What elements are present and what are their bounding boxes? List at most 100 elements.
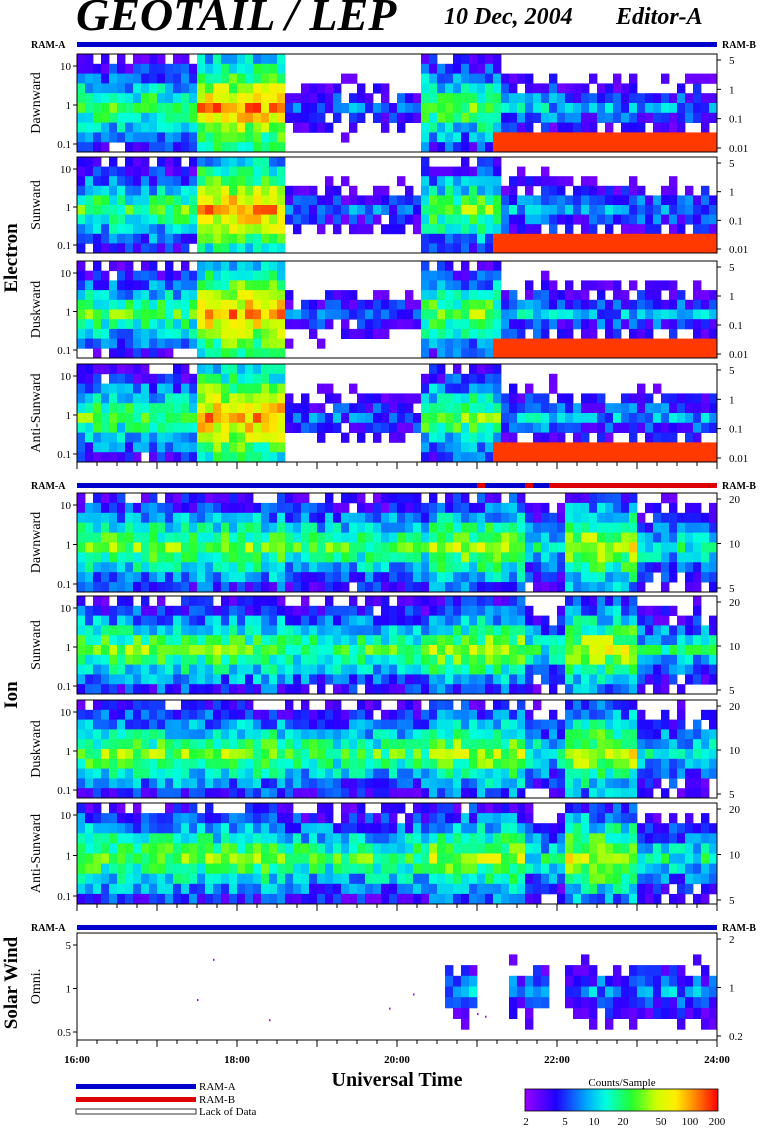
spectrogram-cell <box>221 863 230 875</box>
spectrogram-cell <box>493 373 502 384</box>
spectrogram-cell <box>469 562 478 573</box>
spectrogram-cell <box>525 290 534 301</box>
spectrogram-cell <box>637 768 646 779</box>
spectrogram-cell <box>117 729 126 740</box>
spectrogram-cell <box>525 142 534 153</box>
spectrogram-cell <box>173 532 182 543</box>
spectrogram-cell <box>605 582 614 593</box>
spectrogram-cell <box>245 348 254 359</box>
spectrogram-cell <box>237 73 246 84</box>
spectrogram-cell <box>389 112 398 123</box>
spectrogram-cell <box>533 452 542 463</box>
spectrogram-cell <box>493 502 502 514</box>
spectrogram-cell <box>405 768 414 779</box>
spectrogram-cell <box>613 73 622 84</box>
spectrogram-cell <box>277 319 286 330</box>
spectrogram-cell <box>693 582 702 593</box>
spectrogram-cell <box>221 166 230 177</box>
spectrogram-cell <box>389 768 398 779</box>
spectrogram-cell <box>261 195 270 206</box>
spectrogram-cell <box>277 280 286 291</box>
spectrogram-cell <box>213 103 222 114</box>
spectrogram-cell <box>181 654 190 665</box>
spectrogram-cell <box>693 142 702 153</box>
spectrogram-cell <box>85 532 94 543</box>
spectrogram-cell <box>221 270 230 281</box>
spectrogram-cell <box>669 195 678 206</box>
spectrogram-cell <box>189 605 198 616</box>
spectrogram-cell <box>621 758 630 769</box>
spectrogram-cell <box>181 843 190 854</box>
spectrogram-cell <box>149 684 158 695</box>
spectrogram-cell <box>677 729 686 740</box>
spectrogram-cell <box>421 83 430 94</box>
spectrogram-cell <box>709 749 718 760</box>
spectrogram-cell <box>197 758 206 769</box>
spectrogram-cell <box>293 403 302 414</box>
spectrogram-cell <box>589 442 598 453</box>
spectrogram-cell <box>149 823 158 834</box>
spectrogram-cell <box>157 596 166 607</box>
spectrogram-cell <box>613 645 622 656</box>
spectrogram-cell <box>85 299 94 310</box>
spectrogram-cell <box>469 328 478 339</box>
spectrogram-cell <box>693 635 702 646</box>
spectrogram-cell <box>245 413 254 424</box>
spectrogram-cell <box>581 684 590 695</box>
spectrogram-cell <box>469 625 478 636</box>
spectrogram-cell <box>485 290 494 301</box>
spectrogram-cell <box>589 319 598 330</box>
spectrogram-cell <box>501 502 510 514</box>
spectrogram-cell <box>189 664 198 675</box>
spectrogram-cell <box>197 243 206 254</box>
spectrogram-cell <box>669 522 678 533</box>
spectrogram-cell <box>365 532 374 543</box>
spectrogram-cell <box>477 103 486 114</box>
spectrogram-cell <box>181 813 190 824</box>
spectrogram-cell <box>549 93 558 104</box>
spectrogram-cell <box>669 542 678 553</box>
spectrogram-cell <box>541 195 550 206</box>
spectrogram-cell <box>133 729 142 740</box>
spectrogram-cell <box>285 422 294 433</box>
spectrogram-cell <box>517 299 526 310</box>
spectrogram-cell <box>173 112 182 123</box>
spectrogram-cell <box>245 432 254 443</box>
spectrogram-cell <box>629 122 638 133</box>
spectrogram-cell <box>381 778 390 789</box>
spectrogram-cell <box>173 54 182 65</box>
spectrogram-cell <box>229 270 238 281</box>
spectrogram-cell <box>501 442 510 453</box>
spectrogram-cell <box>477 778 486 789</box>
spectrogram-cell <box>645 280 654 291</box>
spectrogram-cell <box>253 582 262 593</box>
spectrogram-cell <box>237 205 246 215</box>
spectrogram-cell <box>333 214 342 225</box>
spectrogram-cell <box>549 572 558 583</box>
spectrogram-cell <box>349 729 358 740</box>
spectrogram-cell <box>461 195 470 206</box>
spectrogram-cell <box>357 788 366 799</box>
spectrogram-cell <box>373 749 382 760</box>
spectrogram-cell <box>629 103 638 114</box>
spectrogram-cell <box>261 93 270 104</box>
right-tick-label: 5 <box>729 158 735 170</box>
spectrogram-cell <box>525 73 534 84</box>
spectrogram-cell <box>125 103 134 114</box>
spectrogram-cell <box>605 413 614 424</box>
spectrogram-cell <box>149 605 158 616</box>
spectrogram-cell <box>237 83 246 94</box>
spectrogram-cell <box>381 205 390 215</box>
spectrogram-cell <box>397 788 406 799</box>
spectrogram-cell <box>421 749 430 760</box>
spectrogram-cell <box>189 522 198 533</box>
spectrogram-cell <box>421 112 430 123</box>
spectrogram-cell <box>509 383 518 394</box>
spectrogram-cell <box>237 843 246 854</box>
spectrogram-cell <box>157 422 166 433</box>
spectrogram-cell <box>421 328 430 339</box>
spectrogram-cell <box>141 709 150 720</box>
spectrogram-cell <box>693 243 702 254</box>
spectrogram-cell <box>469 605 478 616</box>
